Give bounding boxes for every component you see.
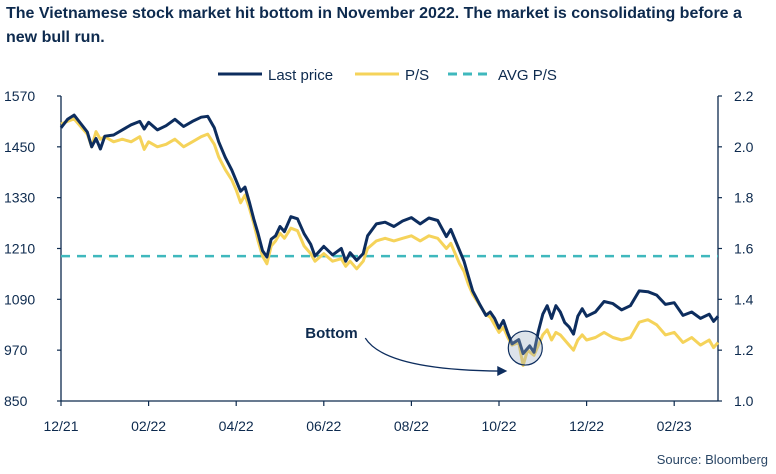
source-note: Source: Bloomberg: [656, 452, 768, 467]
y-left-tick-label: 1330: [4, 190, 35, 206]
x-tick-label: 04/22: [219, 418, 254, 434]
y-left-tick-label: 970: [4, 342, 28, 358]
x-tick-label: 02/23: [657, 418, 692, 434]
y-left-tick-label: 850: [4, 393, 28, 409]
legend-label: Last price: [268, 67, 333, 84]
x-tick-label: 12/22: [569, 418, 604, 434]
y-left-tick-label: 1450: [4, 139, 35, 155]
legend-label: AVG P/S: [498, 67, 557, 84]
chart-legend: Last price P/S AVG P/S: [218, 67, 557, 84]
chart-title: The Vietnamese stock market hit bottom i…: [6, 5, 742, 46]
bottom-arrow-line: [364, 337, 501, 372]
x-tick-label: 12/21: [43, 418, 78, 434]
annotation-layer: Bottom: [305, 325, 543, 377]
x-tick-label: 06/22: [306, 418, 341, 434]
y-right-tick-label: 1.4: [734, 291, 754, 307]
x-tick-label: 02/22: [131, 418, 166, 434]
bottom-annotation-label: Bottom: [305, 325, 358, 342]
last-price-layer: [59, 113, 720, 356]
y-right-tick-label: 2.0: [734, 139, 754, 155]
x-tick-label: 08/22: [394, 418, 429, 434]
bottom-highlight-circle: [507, 330, 543, 366]
y-right-tick-label: 1.8: [734, 190, 754, 206]
x-tick-label: 10/22: [481, 418, 516, 434]
y-right-tick-label: 1.2: [734, 342, 754, 358]
ps-layer: [60, 117, 720, 367]
legend-label: P/S: [405, 67, 429, 84]
bottom-arrowhead: [497, 366, 508, 377]
chart-axes: 850 970 1090 1210 1330 1450 1570 1.0 1.2 1.4 1.6 1.…: [4, 88, 754, 434]
y-left-tick-label: 1210: [4, 241, 35, 257]
y-left-tick-label: 1090: [4, 291, 35, 307]
last-price-line: [59, 113, 720, 356]
y-right-tick-label: 1.6: [734, 241, 754, 257]
y-right-tick-label: 1.0: [734, 393, 754, 409]
y-right-tick-label: 2.2: [734, 88, 754, 104]
y-left-tick-label: 1570: [4, 88, 35, 104]
ps-line: [60, 117, 720, 367]
